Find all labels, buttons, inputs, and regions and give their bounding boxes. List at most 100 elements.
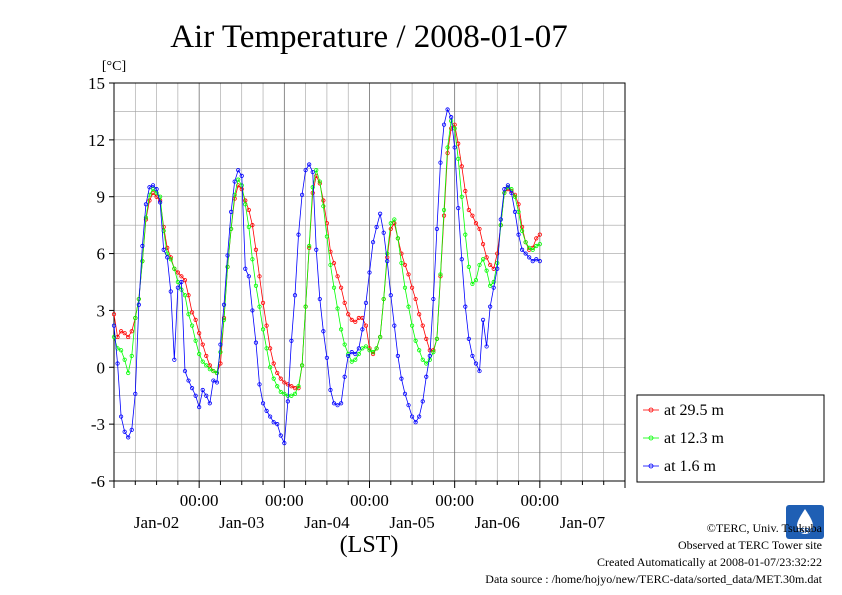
data-point: [537, 232, 542, 237]
data-point: [310, 185, 315, 190]
x-tick-date-label: Jan-02: [134, 513, 179, 532]
data-point: [253, 247, 259, 252]
data-point: [278, 376, 283, 381]
data-point: [260, 327, 266, 332]
data-point: [324, 234, 330, 239]
data-point: [353, 357, 358, 362]
x-tick-time-label: 00:00: [265, 491, 304, 510]
legend-swatch-marker: [648, 407, 654, 413]
data-point: [466, 336, 471, 341]
legend-label: at 1.6 m: [664, 458, 717, 475]
data-point: [328, 387, 333, 393]
data-point: [268, 365, 273, 370]
data-point: [271, 376, 276, 381]
data-point: [229, 209, 234, 214]
data-point: [353, 351, 358, 357]
legend: at 29.5 m at 12.3 m at 1.6 m: [636, 394, 825, 483]
data-point: [402, 285, 408, 290]
data-point: [264, 408, 269, 413]
data-point: [484, 255, 489, 260]
data-point: [175, 270, 180, 275]
data-point: [182, 278, 188, 283]
x-tick-date-label: Jan-04: [304, 513, 350, 532]
data-point: [285, 399, 290, 404]
data-point: [477, 226, 482, 232]
data-point: [445, 107, 450, 112]
data-point: [395, 236, 400, 241]
data-point: [473, 361, 479, 366]
data-point: [420, 399, 425, 404]
y-axis-unit-label: [°C]: [102, 59, 126, 74]
data-point: [225, 253, 230, 258]
data-point: [512, 209, 518, 214]
data-point: [331, 285, 337, 290]
data-point: [147, 185, 152, 190]
data-point: [470, 353, 475, 359]
data-point: [498, 217, 503, 222]
data-point: [218, 350, 223, 355]
data-point: [317, 179, 322, 184]
data-point: [225, 264, 230, 269]
data-point: [413, 338, 418, 343]
data-point: [388, 226, 393, 232]
data-point: [310, 169, 315, 175]
data-point: [129, 427, 134, 432]
data-point: [257, 382, 262, 387]
data-point: [477, 368, 482, 374]
data-point: [168, 289, 173, 294]
data-point: [182, 293, 188, 298]
series-line: [113, 108, 541, 445]
data-point: [374, 224, 379, 230]
x-axis-ticks: 00:00Jan-0200:00Jan-0300:00Jan-0400:00Ja…: [113, 481, 626, 532]
data-point: [527, 255, 532, 260]
data-point: [534, 236, 539, 241]
x-tick-date-label: Jan-06: [475, 513, 520, 532]
data-point: [505, 183, 510, 188]
data-point: [129, 353, 134, 359]
data-point: [335, 306, 340, 311]
data-point: [413, 420, 418, 425]
data-point: [477, 262, 482, 268]
data-point: [466, 264, 471, 269]
data-point: [250, 308, 255, 313]
data-point: [427, 353, 432, 359]
data-point: [406, 403, 411, 408]
series-line: [113, 119, 541, 397]
data-point: [480, 241, 486, 247]
y-tick-label: 6: [97, 245, 106, 264]
data-point: [197, 404, 202, 410]
data-point: [374, 346, 379, 351]
data-point: [250, 223, 255, 228]
data-point: [370, 350, 376, 355]
data-point: [197, 331, 202, 336]
data-point: [424, 336, 429, 341]
data-point: [118, 348, 124, 353]
data-point: [402, 262, 408, 268]
data-point: [342, 300, 347, 305]
data-point: [118, 329, 124, 334]
legend-label: at 29.5 m: [664, 402, 725, 419]
data-point: [456, 156, 461, 161]
data-point: [271, 420, 276, 425]
data-point: [406, 272, 411, 277]
legend-label: at 12.3 m: [664, 430, 725, 447]
data-point: [409, 414, 415, 419]
grid-lines: [114, 83, 625, 481]
data-point: [434, 226, 440, 232]
data-point: [292, 293, 298, 298]
data-point: [392, 217, 397, 222]
series-line: [113, 123, 541, 389]
data-point: [502, 187, 507, 192]
data-point: [441, 122, 447, 127]
data-point: [331, 401, 337, 406]
data-point: [495, 266, 500, 271]
data-point: [165, 245, 170, 250]
data-point: [292, 391, 298, 396]
data-point: [441, 207, 447, 213]
data-point: [534, 243, 539, 249]
data-point: [349, 350, 354, 355]
data-point: [278, 389, 283, 395]
data-point: [406, 304, 411, 309]
data-point: [282, 391, 287, 396]
